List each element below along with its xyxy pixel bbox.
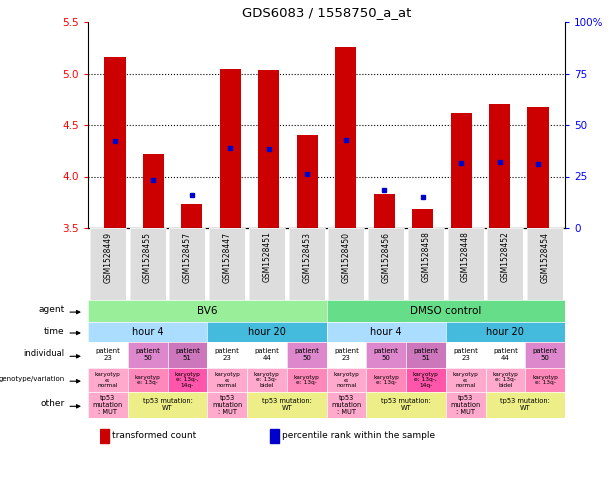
Text: tp53 mutation:
WT: tp53 mutation: WT (500, 398, 550, 412)
Text: karyotyp
e: 13q-
bidel: karyotyp e: 13q- bidel (492, 372, 519, 388)
Text: karyotyp
e:
normal: karyotyp e: normal (95, 372, 121, 388)
Text: tp53
mutation
: MUT: tp53 mutation : MUT (93, 395, 123, 415)
Text: time: time (44, 327, 65, 336)
Text: karyotyp
e: 13q-,
14q-: karyotyp e: 13q-, 14q- (175, 372, 200, 388)
Text: patient
44: patient 44 (493, 349, 518, 361)
Bar (181, 204, 202, 228)
Title: GDS6083 / 1558750_a_at: GDS6083 / 1558750_a_at (242, 6, 411, 19)
Text: GSM1528452: GSM1528452 (501, 232, 510, 283)
Bar (143, 154, 164, 228)
Text: karyotyp
e: 13q-: karyotyp e: 13q- (373, 375, 399, 385)
Text: patient
23: patient 23 (96, 349, 120, 361)
Text: patient
23: patient 23 (334, 349, 359, 361)
Text: patient
44: patient 44 (254, 349, 280, 361)
Text: hour 20: hour 20 (248, 327, 286, 337)
Bar (412, 210, 433, 228)
Text: GSM1528448: GSM1528448 (461, 232, 470, 283)
Text: DMSO control: DMSO control (410, 306, 481, 316)
Text: karyotyp
e: 13q-
bidel: karyotyp e: 13q- bidel (254, 372, 280, 388)
Text: tp53 mutation:
WT: tp53 mutation: WT (381, 398, 431, 412)
Text: patient
50: patient 50 (533, 349, 558, 361)
Text: GSM1528447: GSM1528447 (223, 232, 232, 283)
Bar (335, 47, 356, 228)
Bar (451, 113, 472, 228)
Text: GSM1528451: GSM1528451 (262, 232, 272, 283)
Text: agent: agent (39, 305, 65, 314)
Text: karyotyp
e:
normal: karyotyp e: normal (452, 372, 479, 388)
Text: GSM1528457: GSM1528457 (183, 232, 192, 283)
Text: GSM1528454: GSM1528454 (541, 232, 550, 283)
Text: hour 4: hour 4 (132, 327, 164, 337)
Text: karyotyp
e: 13q-: karyotyp e: 13q- (135, 375, 161, 385)
Text: patient
50: patient 50 (294, 349, 319, 361)
Text: karyotyp
e:
normal: karyotyp e: normal (333, 372, 359, 388)
Text: hour 4: hour 4 (370, 327, 402, 337)
Bar (219, 70, 241, 228)
Bar (528, 108, 549, 228)
Text: karyotyp
e:
normal: karyotyp e: normal (214, 372, 240, 388)
Bar (489, 104, 510, 228)
Text: tp53
mutation
: MUT: tp53 mutation : MUT (451, 395, 481, 415)
Text: GSM1528453: GSM1528453 (302, 232, 311, 283)
Text: patient
51: patient 51 (175, 349, 200, 361)
Text: other: other (40, 399, 65, 408)
Text: karyotyp
e: 13q-: karyotyp e: 13q- (532, 375, 558, 385)
Bar (270, 428, 279, 443)
Text: individual: individual (24, 349, 65, 358)
Text: GSM1528458: GSM1528458 (421, 232, 430, 283)
Text: patient
50: patient 50 (374, 349, 398, 361)
Text: GSM1528450: GSM1528450 (342, 232, 351, 283)
Text: genotype/variation: genotype/variation (0, 376, 65, 382)
Text: patient
23: patient 23 (215, 349, 240, 361)
Text: hour 20: hour 20 (487, 327, 524, 337)
Text: tp53
mutation
: MUT: tp53 mutation : MUT (331, 395, 362, 415)
Text: transformed count: transformed count (112, 430, 196, 440)
Text: tp53
mutation
: MUT: tp53 mutation : MUT (212, 395, 242, 415)
Text: tp53 mutation:
WT: tp53 mutation: WT (262, 398, 311, 412)
Text: patient
50: patient 50 (135, 349, 160, 361)
Bar (104, 57, 126, 228)
Text: patient
51: patient 51 (413, 349, 438, 361)
Text: karyotyp
e: 13q-: karyotyp e: 13q- (294, 375, 319, 385)
Text: patient
23: patient 23 (453, 349, 478, 361)
Text: tp53 mutation:
WT: tp53 mutation: WT (143, 398, 192, 412)
Text: GSM1528449: GSM1528449 (104, 232, 112, 283)
Bar (373, 194, 395, 228)
Text: karyotyp
e: 13q-,
14q-: karyotyp e: 13q-, 14q- (413, 372, 439, 388)
Bar (258, 71, 280, 228)
Bar (297, 135, 318, 228)
Text: GSM1528455: GSM1528455 (143, 232, 152, 283)
Text: BV6: BV6 (197, 306, 218, 316)
Text: percentile rank within the sample: percentile rank within the sample (283, 430, 435, 440)
Bar (100, 428, 109, 443)
Text: GSM1528456: GSM1528456 (382, 232, 390, 283)
